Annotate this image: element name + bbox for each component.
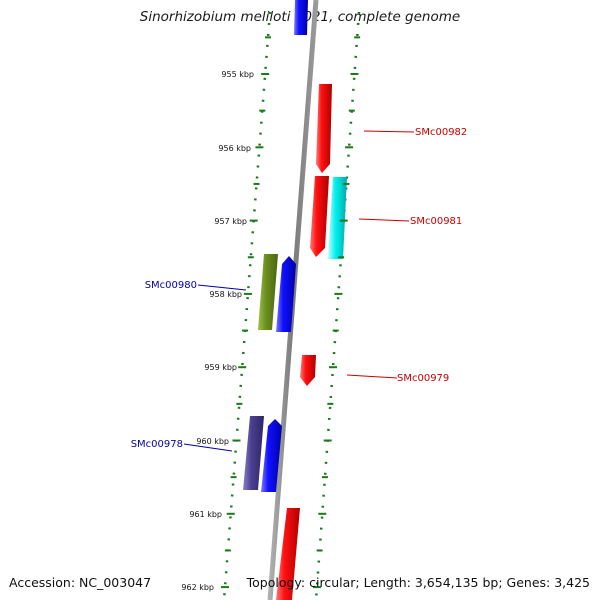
tick-label-961: 961 kbp: [189, 510, 222, 519]
gene-smc00980[interactable]: [276, 256, 296, 332]
gene-label-smc00980[interactable]: SMc00980: [145, 280, 197, 291]
gene-label-smc00979[interactable]: SMc00979: [397, 373, 449, 384]
tick-label-957: 957 kbp: [214, 217, 247, 226]
gene-cyan[interactable]: [328, 177, 347, 259]
leader-lines: [183, 130, 415, 452]
tick-label-958: 958 kbp: [209, 290, 242, 299]
tick-label-962: 962 kbp: [181, 583, 214, 592]
tick-label-956: 956 kbp: [218, 144, 251, 153]
gene-smc00982[interactable]: [316, 84, 332, 173]
gene-smc00981[interactable]: [310, 176, 329, 257]
gene-labels: SMc00982 SMc00981 SMc00980 SMc00979 SMc0…: [131, 127, 468, 450]
scale-tick-labels: 955 kbp 956 kbp 957 kbp 958 kbp 959 kbp …: [181, 70, 254, 592]
tick-label-959: 959 kbp: [204, 363, 237, 372]
gene-bottom-forward[interactable]: [276, 508, 300, 600]
gene-label-smc00981[interactable]: SMc00981: [410, 216, 462, 227]
gene-top-reverse[interactable]: [294, 0, 308, 35]
tick-label-955: 955 kbp: [221, 70, 254, 79]
genome-stats: Topology: circular; Length: 3,654,135 bp…: [246, 575, 590, 590]
gene-smc00979[interactable]: [300, 355, 316, 386]
scale-tick-marks: [221, 36, 361, 589]
gene-label-smc00978[interactable]: SMc00978: [131, 439, 183, 450]
gene-label-smc00982[interactable]: SMc00982: [415, 127, 467, 138]
tick-label-960: 960 kbp: [196, 437, 229, 446]
gene-smc00978[interactable]: [261, 419, 282, 492]
gene-olive[interactable]: [258, 254, 278, 330]
gene-violet[interactable]: [243, 416, 264, 490]
accession-label: Accession: NC_003047: [9, 575, 152, 590]
